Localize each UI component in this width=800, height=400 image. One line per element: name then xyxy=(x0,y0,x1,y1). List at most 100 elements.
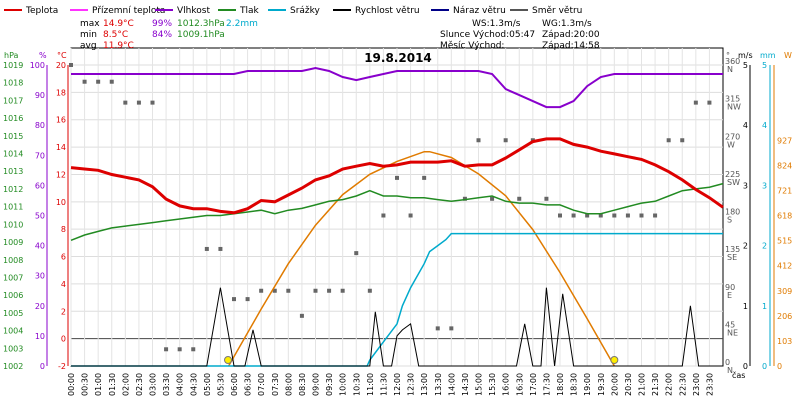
axis-celsius-tick: 6 xyxy=(61,253,66,262)
axis-direction-label: SW xyxy=(727,178,740,187)
wind-direction-point xyxy=(245,297,250,302)
axis-solar-tick: 721 xyxy=(777,186,792,195)
info-block: WS:1.3m/s WG:1.3m/s Slunce Východ:05:47 … xyxy=(440,19,600,51)
legend-label-5: Rychlost větru xyxy=(355,6,420,16)
axis-celsius-unit: °C xyxy=(57,51,67,60)
axis-direction-tick: 180 xyxy=(725,208,740,217)
axis-hpa-tick: 1015 xyxy=(3,132,23,141)
stat-min-temp: 8.5°C xyxy=(103,30,128,40)
stat-max-temp: 14.9°C xyxy=(103,19,134,29)
x-tick-label: 15:00 xyxy=(475,373,484,396)
x-tick-label: 14:00 xyxy=(447,373,456,396)
x-tick-label: 02:00 xyxy=(121,373,130,396)
axis-celsius-tick: 4 xyxy=(61,280,66,289)
axis-solar-tick: 515 xyxy=(777,237,792,246)
axis-rain-tick: 0 xyxy=(762,362,767,371)
axis-solar-tick: 927 xyxy=(777,136,792,145)
axis-solar-tick: 0 xyxy=(777,362,782,371)
axis-hpa-unit: hPa xyxy=(4,51,19,60)
x-tick-label: 11:30 xyxy=(379,373,388,396)
axis-direction-tick: 90 xyxy=(725,283,735,292)
x-tick-label: 02:30 xyxy=(135,373,144,396)
axis-hpa-tick: 1014 xyxy=(3,150,23,159)
axis-percent-tick: 30 xyxy=(35,272,45,281)
wind-direction-point xyxy=(367,288,372,293)
wind-direction-point xyxy=(422,175,427,180)
wind-direction-point xyxy=(558,213,562,218)
axis-hpa-tick: 1011 xyxy=(3,203,23,212)
x-tick-label: 05:00 xyxy=(203,373,212,396)
wind-direction-point xyxy=(449,326,454,331)
stats-block: max 14.9°C 99% 1012.3hPa 2.2mm min 8.5°C… xyxy=(80,19,258,51)
x-tick-label: 14:30 xyxy=(461,373,470,396)
axis-solar-unit: W xyxy=(784,51,792,60)
axis-percent-tick: 10 xyxy=(35,332,45,341)
x-tick-label: 01:30 xyxy=(108,373,117,396)
wind-direction-point xyxy=(96,79,101,84)
x-tick-label: 22:30 xyxy=(678,373,687,396)
x-tick-label: 13:00 xyxy=(420,373,429,396)
axis-hpa-tick: 1008 xyxy=(3,256,23,265)
x-tick-label: 12:30 xyxy=(407,373,416,396)
wind-direction-point xyxy=(680,138,685,143)
wind-direction-point xyxy=(286,288,291,293)
x-tick-label: 20:00 xyxy=(610,373,619,396)
sunset-marker xyxy=(610,356,619,364)
grid xyxy=(70,48,723,367)
axis-hpa-tick: 1013 xyxy=(3,167,23,176)
info-sunrise: Slunce Východ:05:47 xyxy=(440,30,535,40)
axis-celsius-tick: 2 xyxy=(61,307,66,316)
x-tick-label: 10:30 xyxy=(352,373,361,396)
axis-wind-tick: 3 xyxy=(743,181,748,190)
axis-wind-tick: 0 xyxy=(743,362,748,371)
x-tick-label: 09:30 xyxy=(325,373,334,396)
axis-rain-tick: 2 xyxy=(762,242,767,251)
axis-hpa-tick: 1018 xyxy=(3,79,23,88)
stat-avg-label: avg xyxy=(80,41,97,51)
wind-direction-point xyxy=(191,347,196,352)
axis-percent-tick: 40 xyxy=(35,242,45,251)
axis-direction-label: S xyxy=(727,216,732,225)
axis-percent-tick: 60 xyxy=(35,181,45,190)
x-tick-label: 01:00 xyxy=(94,373,103,396)
axis-hpa-tick: 1002 xyxy=(3,362,23,371)
x-tick-label: 07:30 xyxy=(271,373,280,396)
pressure-line xyxy=(70,182,724,241)
wind-direction-point xyxy=(612,213,617,218)
wind-direction-point xyxy=(585,213,590,218)
axis-direction-tick: 135 xyxy=(725,245,740,254)
axis-hpa-tick: 1010 xyxy=(3,220,23,229)
wind-direction-point xyxy=(259,288,264,293)
wind-direction-point xyxy=(625,213,630,218)
wind-direction-point xyxy=(653,213,658,218)
axis-direction-tick: 315 xyxy=(725,95,740,104)
axis-hpa-tick: 1012 xyxy=(3,185,23,194)
x-tick-label: 11:00 xyxy=(366,373,375,396)
info-sunset: Západ:20:00 xyxy=(542,30,600,40)
legend-label-2: Vlhkost xyxy=(177,6,210,16)
stat-max-rain: 2.2mm xyxy=(226,19,258,29)
axis-wind-tick: 1 xyxy=(743,302,748,311)
wind-direction-point xyxy=(123,100,128,105)
x-tick-label: 05:30 xyxy=(216,373,225,396)
axes-layer: hPa1002100310041005100610071008100910101… xyxy=(3,51,792,396)
axis-direction-tick: 225 xyxy=(725,170,740,179)
legend: Teplota Přízemní teplota Vlhkost Tlak Srážky… xyxy=(4,6,582,16)
x-axis-unit: čas xyxy=(732,370,745,380)
series-layer xyxy=(69,63,724,367)
x-tick-label: 23:30 xyxy=(705,373,714,396)
stat-max-press: 1012.3hPa xyxy=(177,19,225,29)
axis-celsius-tick: 8 xyxy=(61,225,66,234)
wind-direction-point xyxy=(381,213,386,218)
axis-wind-tick: 4 xyxy=(743,121,748,130)
wind-direction-point xyxy=(435,326,440,331)
wind-direction-point xyxy=(82,79,87,84)
x-tick-label: 10:00 xyxy=(339,373,348,396)
wind-direction-point xyxy=(490,196,495,201)
wind-direction-point xyxy=(598,213,603,218)
wind-direction-point xyxy=(340,288,345,293)
stat-min-press: 1009.1hPa xyxy=(177,30,225,40)
wind-direction-point xyxy=(136,100,141,105)
axis-direction-label: SE xyxy=(727,253,737,262)
wind-direction-point xyxy=(109,79,114,84)
